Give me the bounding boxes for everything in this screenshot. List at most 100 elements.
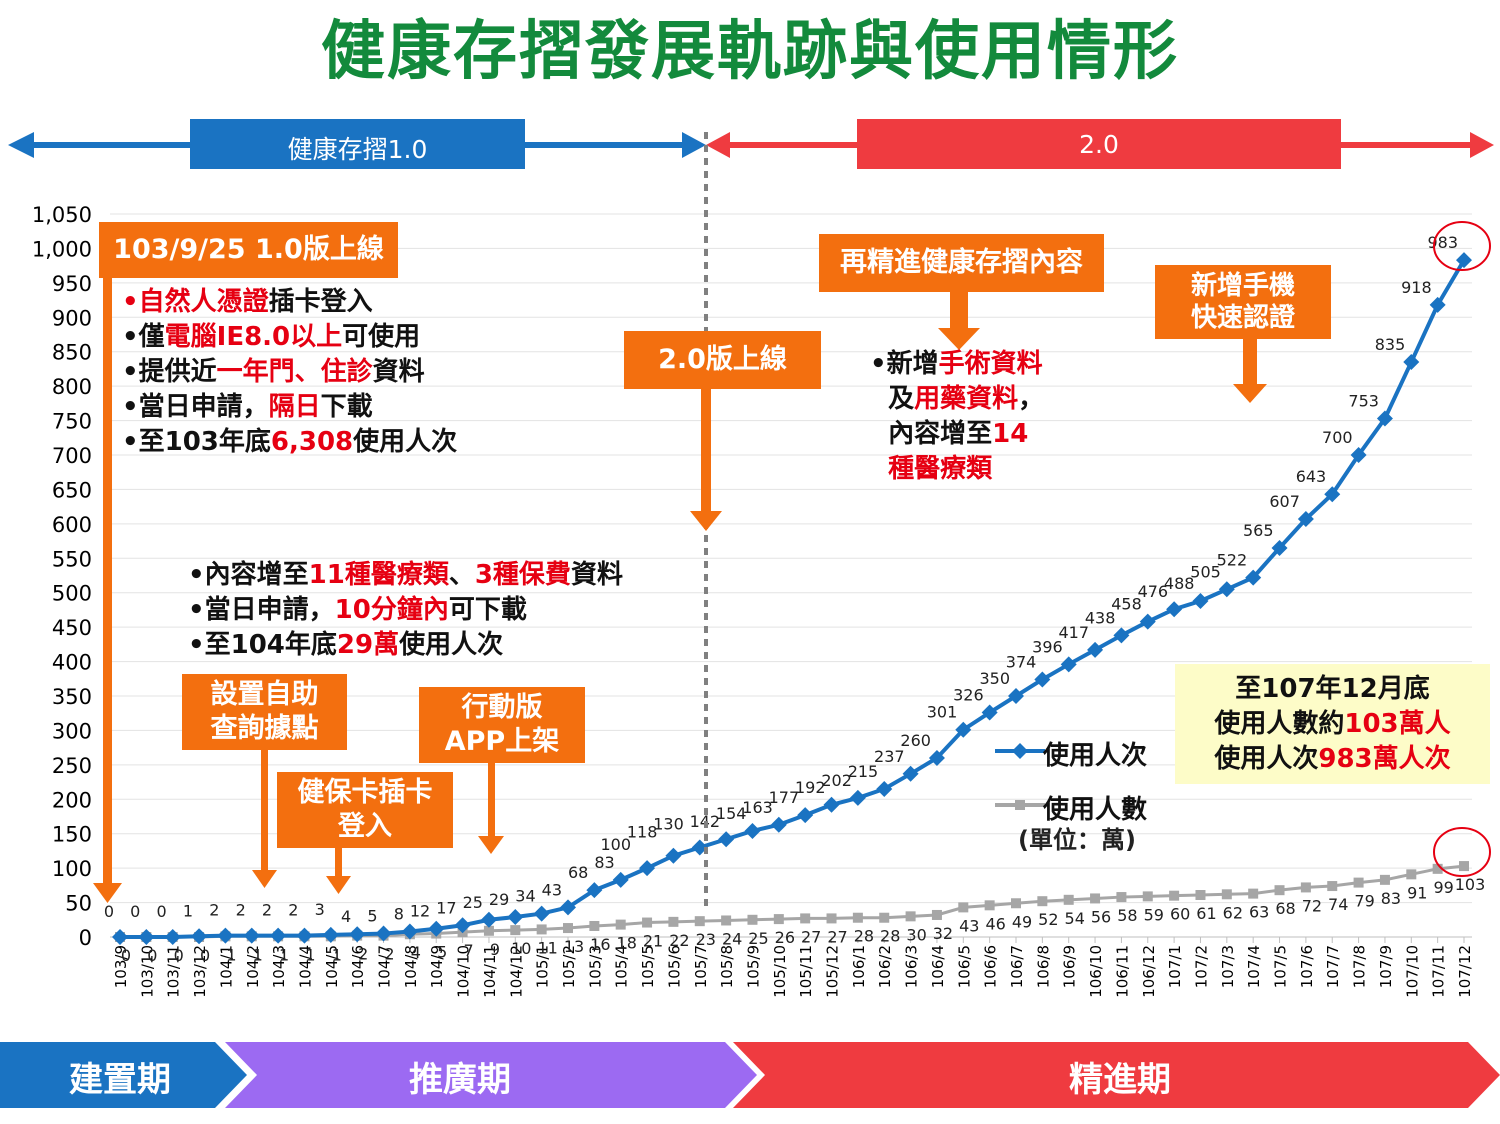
card-login-callout: 健保卡插卡 登入 — [277, 772, 453, 848]
visits-data-label: 1 — [183, 901, 193, 920]
people-data-label: 58 — [1117, 906, 1137, 925]
people-marker — [1248, 888, 1259, 899]
refine-content-callout: 再精進健康存摺內容 — [819, 234, 1104, 292]
x-tick-label: 103/11 — [165, 945, 183, 998]
visits-data-label: 918 — [1401, 278, 1432, 297]
visits-marker — [507, 909, 524, 926]
visits-marker — [560, 899, 576, 916]
people-marker — [1327, 881, 1338, 892]
visits-data-label: 835 — [1375, 335, 1406, 354]
visits-data-label: 350 — [979, 669, 1010, 688]
visits-data-label: 25 — [463, 893, 483, 912]
x-tick-label: 107/8 — [1351, 945, 1369, 988]
visits-marker — [1139, 613, 1156, 630]
y-tick-label: 150 — [52, 823, 92, 847]
people-data-label: 2 — [384, 945, 394, 964]
visits-marker — [428, 920, 445, 937]
people-data-label: 99 — [1433, 878, 1453, 897]
x-tick-label: 104/2 — [244, 945, 262, 988]
people-marker — [905, 911, 916, 922]
people-marker — [879, 912, 890, 923]
mobile-app-callout-line1: 行動版 — [461, 692, 543, 724]
x-tick-label: 107/5 — [1272, 945, 1290, 988]
people-data-label: 27 — [827, 927, 847, 946]
people-data-label: 59 — [1144, 905, 1164, 924]
people-marker — [931, 909, 942, 920]
visits-data-label: 8 — [394, 904, 404, 923]
visits-marker — [1376, 410, 1393, 427]
visits-marker — [665, 847, 682, 864]
x-tick-label: 106/4 — [929, 945, 947, 988]
x-tick-label: 104/1 — [217, 945, 235, 988]
visits-data-label: 163 — [742, 798, 773, 817]
y-tick-label: 50 — [65, 892, 92, 916]
x-tick-label: 105/6 — [665, 945, 683, 988]
x-tick-label: 104/9 — [428, 945, 446, 988]
people-data-label: 91 — [1407, 883, 1427, 902]
visits-data-label: 700 — [1322, 428, 1353, 447]
summary-line: 至107年12月底 — [1235, 674, 1430, 704]
people-data-label: 79 — [1354, 892, 1374, 911]
people-marker — [958, 902, 969, 913]
visits-data-label: 2 — [209, 901, 219, 920]
x-tick-label: 106/5 — [955, 945, 973, 988]
visits-data-label: 0 — [157, 902, 167, 921]
visits-marker — [744, 822, 761, 839]
people-data-label: 1 — [332, 945, 342, 964]
visits-marker — [639, 860, 656, 877]
summary-line: 使用人數約103萬人 — [1214, 709, 1451, 739]
visits-marker — [533, 905, 550, 922]
legend-label-visits: 使用人次 — [1043, 741, 1148, 771]
visits-data-label: 643 — [1296, 467, 1327, 486]
visits-data-label: 753 — [1348, 392, 1379, 411]
people-marker — [1195, 889, 1206, 900]
people-data-label: 52 — [1038, 910, 1058, 929]
note-v1-line: •至103年底6,308使用人次 — [122, 427, 458, 457]
people-data-label: 18 — [617, 934, 637, 953]
y-tick-label: 950 — [52, 272, 92, 296]
x-tick-label: 107/4 — [1245, 945, 1263, 988]
y-tick-label: 400 — [52, 651, 92, 675]
phase-promote-label: 推廣期 — [409, 1060, 511, 1100]
note-v1-line: •僅電腦IE8.0以上可使用 — [122, 322, 421, 352]
people-data-label: 24 — [722, 929, 742, 948]
launch-v2-callout: 2.0版上線 — [624, 331, 821, 389]
people-data-label: 4 — [411, 943, 421, 962]
people-data-label: 43 — [959, 916, 979, 935]
visits-marker — [112, 929, 128, 945]
visits-marker — [928, 749, 945, 766]
visits-marker — [1245, 569, 1262, 586]
x-tick-label: 106/1 — [850, 945, 868, 988]
people-data-label: 0 — [200, 946, 210, 965]
visits-marker — [797, 807, 814, 824]
x-tick-label: 105/12 — [824, 945, 842, 998]
people-data-label: 103 — [1455, 875, 1486, 894]
promo-feature-notes: •內容增至11種醫療類、3種保費資料 •當日申請，10分鐘內可下載 •至104年底2… — [188, 558, 623, 663]
x-tick-label: 104/12 — [507, 945, 525, 998]
people-data-label: 83 — [1381, 889, 1401, 908]
visits-data-label: 2 — [236, 901, 246, 920]
visits-data-label: 4 — [341, 907, 351, 926]
x-tick-label: 104/11 — [481, 945, 499, 998]
y-tick-label: 500 — [52, 582, 92, 606]
phase-build-shape — [0, 1042, 247, 1108]
people-data-label: 60 — [1170, 905, 1190, 924]
legend-unit: (單位：萬) — [1018, 826, 1136, 854]
visits-marker — [401, 923, 418, 940]
visits-data-label: 202 — [821, 771, 852, 790]
visits-marker — [1087, 641, 1104, 658]
visits-marker — [1192, 592, 1209, 609]
x-tick-label: 106/10 — [1087, 945, 1105, 998]
y-tick-label: 800 — [52, 375, 92, 399]
people-data-label: 0 — [121, 946, 131, 965]
people-marker — [1063, 894, 1074, 905]
people-marker — [1379, 874, 1390, 885]
visits-data-label: 522 — [1217, 551, 1248, 570]
people-data-label: 1 — [226, 945, 236, 964]
y-tick-label: 450 — [52, 616, 92, 640]
v2-arrow-head-right — [1470, 132, 1494, 158]
visits-data-label: 565 — [1243, 521, 1274, 540]
v1-arrow-shaft-right — [525, 142, 684, 148]
visits-marker — [691, 839, 708, 856]
visits-marker — [1166, 601, 1183, 618]
